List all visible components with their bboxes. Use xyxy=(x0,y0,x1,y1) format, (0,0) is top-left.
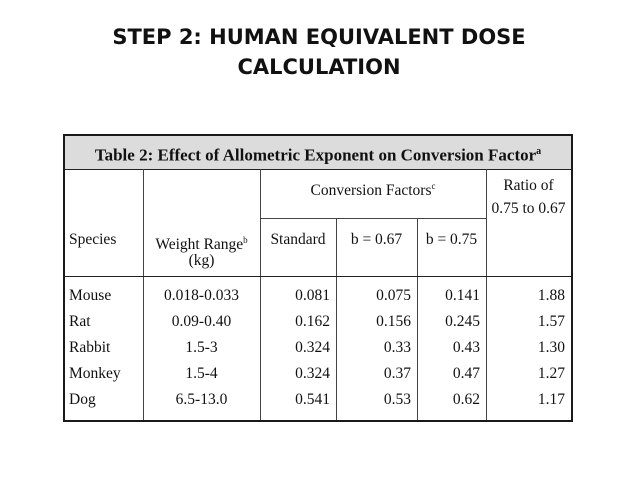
cell-b-075: 0.245 xyxy=(445,313,480,330)
cell-standard: 0.324 xyxy=(295,365,330,382)
cell-ratio: 1.27 xyxy=(537,365,565,382)
table-row: Rat 0.09-0.40 0.162 0.156 0.245 1.57 xyxy=(65,312,571,334)
header-weight-range-sup: b xyxy=(243,235,248,245)
cell-ratio: 1.30 xyxy=(537,339,565,356)
header-species: Species xyxy=(69,231,117,248)
header-weight-range: Weight Rangeb xyxy=(143,230,260,255)
table-row: Mouse 0.018-0.033 0.081 0.075 0.141 1.88 xyxy=(65,286,571,308)
table-row: Rabbit 1.5-3 0.324 0.33 0.43 1.30 xyxy=(65,338,571,360)
header-ratio-line1: Ratio of xyxy=(503,177,554,194)
col-divider xyxy=(143,169,144,420)
table-row: Dog 6.5-13.0 0.541 0.53 0.62 1.17 xyxy=(65,390,571,412)
header-weight-range-text: Weight Range xyxy=(155,236,244,254)
table-caption: Table 2: Effect of Allometric Exponent o… xyxy=(65,136,571,170)
header-weight-unit: (kg) xyxy=(188,252,215,269)
header-bottom-rule xyxy=(65,276,571,277)
cell-b-075: 0.43 xyxy=(452,339,480,356)
cell-b-075: 0.62 xyxy=(452,391,480,408)
subheader-divider xyxy=(260,218,486,219)
header-b-075: b = 0.75 xyxy=(425,231,478,248)
cell-b-067: 0.53 xyxy=(383,391,411,408)
slide-title-line-1: STEP 2: HUMAN EQUIVALENT DOSE xyxy=(112,25,526,49)
cell-species: Monkey xyxy=(69,365,121,382)
cell-weight: 1.5-4 xyxy=(185,365,218,382)
cell-b-075: 0.47 xyxy=(452,365,480,382)
cell-standard: 0.324 xyxy=(295,339,330,356)
cell-weight: 0.09-0.40 xyxy=(171,313,232,330)
cell-species: Dog xyxy=(69,391,96,408)
cell-species: Rat xyxy=(69,313,91,330)
cell-standard: 0.081 xyxy=(295,287,330,304)
col-divider xyxy=(417,218,418,420)
header-conversion-factors: Conversion Factorsc xyxy=(260,176,486,201)
cell-standard: 0.162 xyxy=(295,313,330,330)
cell-b-067: 0.156 xyxy=(376,313,411,330)
cell-b-067: 0.075 xyxy=(376,287,411,304)
cell-b-067: 0.33 xyxy=(383,339,411,356)
header-standard: Standard xyxy=(270,231,326,248)
allometric-table: Table 2: Effect of Allometric Exponent o… xyxy=(63,134,573,422)
cell-weight: 1.5-3 xyxy=(185,339,218,356)
slide-title: STEP 2: HUMAN EQUIVALENT DOSE CALCULATIO… xyxy=(60,22,578,82)
table-caption-text: Table 2: Effect of Allometric Exponent o… xyxy=(94,145,537,165)
cell-weight: 6.5-13.0 xyxy=(175,391,228,408)
header-conversion-factors-sup: c xyxy=(431,181,436,191)
slide-title-line-2: CALCULATION xyxy=(237,55,401,79)
cell-b-067: 0.37 xyxy=(383,365,411,382)
col-divider xyxy=(260,169,261,420)
cell-species: Mouse xyxy=(69,287,112,304)
table-row: Monkey 1.5-4 0.324 0.37 0.47 1.27 xyxy=(65,364,571,386)
col-divider xyxy=(336,218,337,420)
cell-ratio: 1.17 xyxy=(537,391,565,408)
cell-ratio: 1.57 xyxy=(537,313,565,330)
table-caption-sup: a xyxy=(536,146,542,157)
header-ratio-line2: 0.75 to 0.67 xyxy=(491,200,566,217)
col-divider xyxy=(486,169,487,420)
cell-weight: 0.018-0.033 xyxy=(164,287,239,304)
header-conversion-factors-text: Conversion Factors xyxy=(310,182,432,200)
cell-b-075: 0.141 xyxy=(445,287,480,304)
cell-species: Rabbit xyxy=(69,339,111,356)
cell-standard: 0.541 xyxy=(295,391,330,408)
header-b-067: b = 0.67 xyxy=(350,231,403,248)
cell-ratio: 1.88 xyxy=(537,287,565,304)
